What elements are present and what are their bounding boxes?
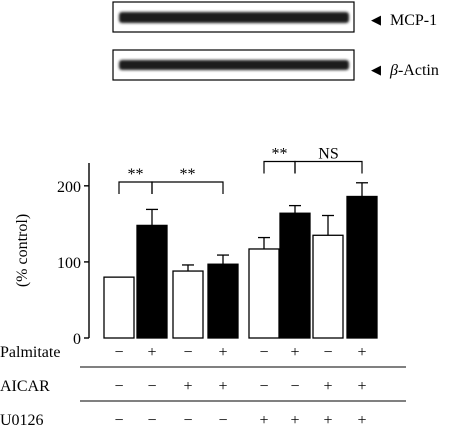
bar [103, 276, 135, 339]
treatment-sign: − [259, 344, 268, 361]
bar [172, 270, 204, 339]
treatment-sign: − [183, 412, 192, 429]
treatment-sign: − [323, 344, 332, 361]
treatment-sign: + [357, 378, 366, 395]
treatment-sign: − [259, 378, 268, 395]
treatment-sign: + [218, 344, 227, 361]
blot-panel-actin: ◀ β-Actin [112, 49, 439, 81]
treatment-sign: + [259, 412, 268, 429]
row-label-u0126: U0126 [0, 412, 44, 429]
treatment-sign: + [357, 344, 366, 361]
significance-bracket [118, 181, 153, 195]
treatment-sign: + [323, 412, 332, 429]
y-tick-label: 200 [57, 179, 81, 196]
bars [103, 182, 378, 339]
treatment-sign: − [290, 378, 299, 395]
treatment-sign: + [290, 412, 299, 429]
blot-marker-mcp1: ◀ [371, 12, 381, 27]
bar [248, 248, 280, 339]
treatment-sign: + [357, 412, 366, 429]
y-axis-label: (% control) [14, 214, 31, 287]
significance-label: ** [128, 166, 144, 183]
treatment-sign: + [183, 378, 192, 395]
y-tick-label: 100 [57, 255, 81, 272]
blot-marker-actin: ◀ [371, 62, 381, 77]
significance-bracket [263, 160, 296, 174]
treatment-sign: − [218, 412, 227, 429]
y-tick-label: 0 [73, 331, 81, 348]
treatment-sign: − [114, 378, 123, 395]
treatment-sign: − [114, 412, 123, 429]
y-ticks: 0 100 200 [57, 179, 89, 348]
treatment-sign: − [183, 344, 192, 361]
significance-bracket [294, 160, 363, 174]
treatment-sign: − [147, 378, 156, 395]
bar [207, 263, 239, 339]
bar [312, 234, 344, 339]
y-axis: 0 100 200 (% control) [14, 163, 90, 348]
blot-label-actin: β-Actin [389, 62, 439, 79]
blot-label-mcp1: MCP-1 [390, 12, 437, 29]
blot-panel-mcp1: ◀ MCP-1 [112, 1, 437, 33]
significance-label: ** [180, 166, 196, 183]
treatment-sign: + [290, 344, 299, 361]
treatment-sign: − [147, 412, 156, 429]
treatment-sign: + [218, 378, 227, 395]
treatment-sign: + [323, 378, 332, 395]
bar [279, 212, 311, 339]
significance-label: NS [318, 145, 338, 162]
blot-band-actin [119, 60, 349, 70]
treatment-table: Palmitate − + − + − + − + AICAR − − + + − − + + U0126 − − − − +… [0, 344, 406, 429]
treatment-sign: + [147, 344, 156, 361]
significance-bracket [151, 181, 224, 195]
treatment-sign: − [114, 344, 123, 361]
significance-label: ** [272, 145, 288, 162]
row-label-palmitate: Palmitate [0, 344, 60, 361]
row-label-aicar: AICAR [0, 378, 50, 395]
bar [136, 224, 168, 339]
significance-annotations: ** ** ** NS [118, 145, 363, 195]
blot-band-mcp1 [119, 12, 349, 23]
bar [346, 195, 378, 339]
